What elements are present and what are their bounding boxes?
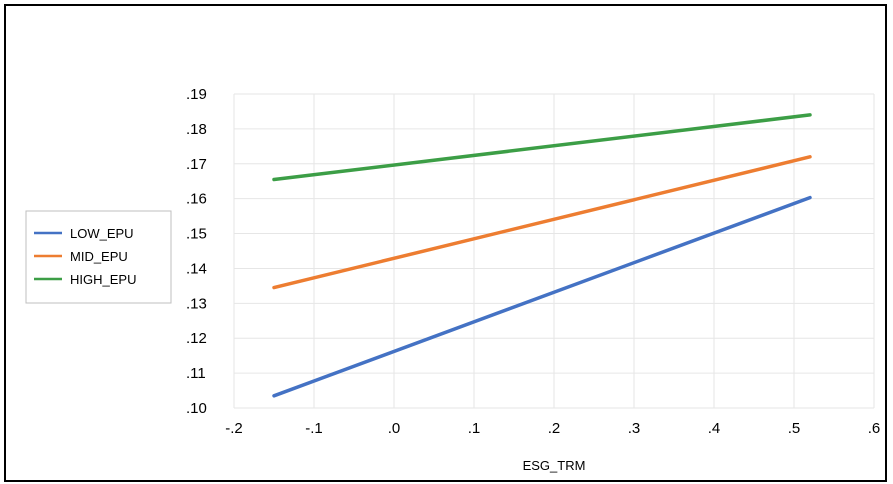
series-line-mid-epu <box>272 155 812 290</box>
y-tick-label: .19 <box>186 86 207 103</box>
x-tick-label: .5 <box>788 420 801 437</box>
y-tick-label: .11 <box>186 365 206 382</box>
series-line-high-epu <box>272 113 812 182</box>
line-chart: .10 .11 .12 .13 .14 .15 .16 .17 .18 .19 -.2 -.1 .0.… <box>25 86 880 473</box>
x-tick-label: .0 <box>388 420 401 437</box>
x-tick-label: .4 <box>708 420 721 437</box>
legend-label: HIGH_EPU <box>70 272 136 287</box>
x-axis-ticks: -.2 -.1 .0 .1 .2 .3 .4 .5 .6 <box>225 420 880 437</box>
y-tick-label: .12 <box>186 330 207 347</box>
x-tick-label: .6 <box>868 420 881 437</box>
x-tick-label: .3 <box>628 420 641 437</box>
x-tick-label: .2 <box>548 420 561 437</box>
x-tick-label: -.1 <box>305 420 323 437</box>
legend-label: MID_EPU <box>70 249 128 264</box>
legend-label: LOW_EPU <box>70 226 134 241</box>
series-lines <box>272 113 812 398</box>
y-tick-label: .15 <box>186 226 207 243</box>
chart-frame: .10 .11 .12 .13 .14 .15 .16 .17 .18 .19 -.2 -.1 .0.… <box>4 4 887 482</box>
y-tick-label: .13 <box>186 295 207 312</box>
y-tick-label: .16 <box>186 191 207 208</box>
y-tick-label: .10 <box>186 400 207 417</box>
y-tick-label: .18 <box>186 121 207 138</box>
series-line-low-epu <box>272 195 812 398</box>
x-tick-label: -.2 <box>225 420 243 437</box>
x-axis-title: ESG_TRM <box>523 458 586 473</box>
y-axis-ticks: .10 .11 .12 .13 .14 .15 .16 .17 .18 .19 <box>186 86 207 417</box>
x-tick-label: .1 <box>468 420 481 437</box>
y-tick-label: .14 <box>186 260 207 277</box>
legend: LOW_EPU MID_EPU HIGH_EPU <box>25 210 172 304</box>
grid <box>233 93 875 409</box>
y-tick-label: .17 <box>186 156 207 173</box>
